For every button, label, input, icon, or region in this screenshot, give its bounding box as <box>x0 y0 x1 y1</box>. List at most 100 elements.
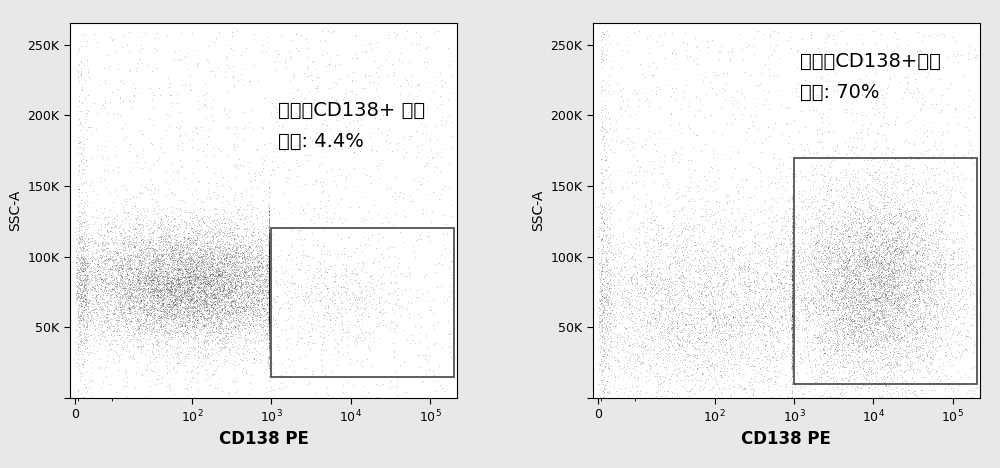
Point <box>946 294 962 302</box>
Point <box>166 255 182 262</box>
Point <box>888 362 904 369</box>
Point <box>873 310 889 317</box>
Point <box>251 272 267 279</box>
Point <box>781 280 797 288</box>
Point <box>804 272 820 279</box>
Point <box>261 204 277 212</box>
Point <box>756 100 772 108</box>
Point <box>836 329 852 337</box>
Point <box>362 346 378 354</box>
Point <box>886 220 902 228</box>
Point <box>143 258 159 266</box>
Point <box>174 265 190 273</box>
Point <box>797 229 813 237</box>
Point <box>260 257 276 265</box>
Point <box>196 285 212 292</box>
Point <box>648 230 664 237</box>
Point <box>347 301 363 309</box>
Point <box>261 243 277 250</box>
Point <box>169 359 185 367</box>
Point <box>639 319 655 327</box>
Point <box>765 285 781 293</box>
Point <box>929 211 945 218</box>
Point <box>150 286 166 294</box>
Point <box>717 310 733 317</box>
Point <box>846 289 862 296</box>
Point <box>819 276 835 284</box>
Point <box>837 226 853 234</box>
Point <box>808 212 824 219</box>
Point <box>130 299 146 306</box>
Point <box>752 167 768 175</box>
Point <box>192 325 208 333</box>
Point <box>859 292 875 299</box>
Point <box>166 318 182 326</box>
Point <box>912 244 928 251</box>
Point <box>896 246 912 254</box>
Point <box>908 126 924 134</box>
Point <box>261 305 277 312</box>
Point <box>97 285 113 292</box>
Point <box>236 264 252 271</box>
Point <box>913 262 929 269</box>
Point <box>155 279 171 287</box>
Point <box>718 339 734 346</box>
Point <box>218 239 234 246</box>
Point <box>633 285 649 292</box>
Point <box>208 298 224 306</box>
Point <box>925 229 941 236</box>
Point <box>880 322 896 329</box>
Point <box>354 287 370 295</box>
Point <box>237 256 253 264</box>
Point <box>151 325 167 332</box>
Point <box>858 296 874 304</box>
Point <box>874 321 890 328</box>
Point <box>796 240 812 248</box>
Point <box>205 245 221 252</box>
Point <box>173 261 189 268</box>
Point <box>840 324 856 332</box>
Point <box>841 328 857 336</box>
Point <box>235 318 251 326</box>
Point <box>135 308 151 316</box>
Point <box>76 179 92 186</box>
Point <box>224 278 240 285</box>
Point <box>664 325 680 333</box>
Point <box>261 250 277 258</box>
Point <box>229 277 245 285</box>
Point <box>72 285 88 292</box>
Point <box>127 291 143 299</box>
Point <box>200 265 216 272</box>
Point <box>119 249 135 256</box>
Point <box>68 273 84 281</box>
Point <box>233 249 249 257</box>
Point <box>618 324 634 332</box>
Point <box>265 147 281 154</box>
Point <box>121 291 137 299</box>
Point <box>905 255 921 263</box>
Point <box>163 279 179 286</box>
Point <box>139 273 155 280</box>
Point <box>261 283 277 290</box>
Point <box>674 341 690 348</box>
Point <box>125 296 141 303</box>
Point <box>916 253 932 260</box>
Point <box>210 265 226 272</box>
Point <box>90 299 106 306</box>
Point <box>901 303 917 310</box>
Point <box>246 316 262 323</box>
Point <box>77 281 93 288</box>
Point <box>106 284 122 292</box>
Point <box>706 348 722 356</box>
Point <box>829 347 845 355</box>
Point <box>74 361 90 368</box>
Point <box>261 311 277 318</box>
Point <box>244 348 260 356</box>
Point <box>915 201 931 209</box>
Point <box>207 242 223 249</box>
Point <box>261 231 277 239</box>
Point <box>930 277 946 284</box>
Point <box>169 261 185 268</box>
Point <box>183 273 199 280</box>
Point <box>164 301 180 308</box>
